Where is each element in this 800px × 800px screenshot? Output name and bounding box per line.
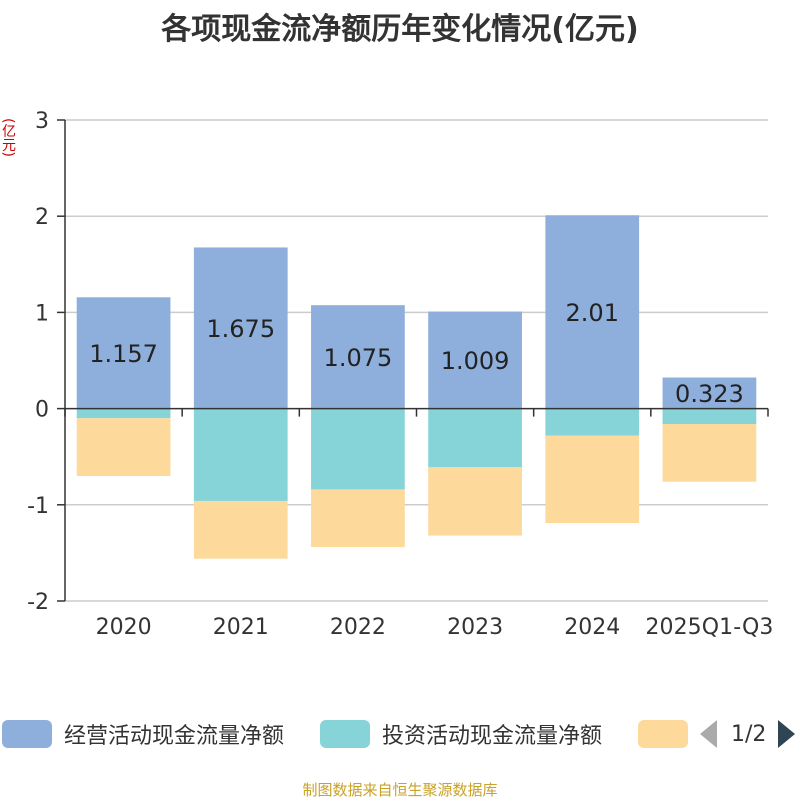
legend-swatch-investing [320, 720, 370, 748]
source-note: 制图数据来自恒生聚源数据库 [302, 781, 498, 799]
legend-label-investing: 投资活动现金流量净额 [382, 724, 603, 749]
y-tick-label: -1 [27, 494, 49, 519]
bar-value-label: 1.009 [441, 347, 510, 375]
y-tick-label: -2 [27, 590, 49, 615]
bar-operating[interactable] [662, 377, 757, 409]
y-tick-label: 2 [35, 205, 49, 230]
chart-title: 各项现金流净额历年变化情况(亿元) [161, 12, 639, 47]
bar-financing[interactable] [662, 423, 757, 482]
bar-value-label: 0.323 [675, 380, 744, 408]
legend-prev-page-icon[interactable] [700, 720, 717, 748]
legend-page-indicator: 1/2 [731, 721, 767, 747]
bar-financing[interactable] [311, 489, 405, 548]
y-tick-label: 0 [35, 398, 49, 423]
legend-item-investing[interactable]: 投资活动现金流量净额 [320, 716, 602, 752]
bar-operating[interactable] [545, 215, 640, 409]
bar-investing[interactable] [428, 408, 522, 468]
bar-operating[interactable] [193, 247, 288, 409]
bar-operating[interactable] [311, 305, 405, 409]
bar-investing[interactable] [311, 408, 405, 490]
bar-value-label: 1.075 [324, 344, 393, 372]
x-tick-label: 2022 [330, 615, 386, 640]
x-tick-label: 2020 [96, 615, 152, 640]
bar-operating[interactable] [428, 311, 522, 409]
bar-investing[interactable] [662, 408, 757, 424]
y-axis-unit-label: (亿元) [0, 118, 16, 157]
x-tick-label: 2024 [564, 615, 620, 640]
legend-item-financing[interactable] [638, 716, 688, 752]
y-tick-label: 3 [35, 109, 49, 134]
legend-next-page-icon[interactable] [778, 720, 796, 748]
bar-value-label: 2.01 [566, 299, 619, 327]
bar-financing[interactable] [545, 435, 640, 524]
bar-operating[interactable] [76, 297, 171, 409]
chart-plot: -2 -1 0 1 2 3 1.157 1.675 1.075 1.009 2.01 0.323 202… [27, 109, 773, 640]
bar-investing[interactable] [76, 408, 171, 419]
bar-financing[interactable] [76, 418, 171, 476]
x-tick-label: 2021 [213, 615, 269, 640]
legend-label-operating: 经营活动现金流量净额 [64, 724, 285, 749]
bar-financing[interactable] [193, 500, 288, 559]
x-tick-label: 2025Q1-Q3 [645, 615, 773, 640]
legend-pager: 1/2 [700, 716, 796, 752]
bar-financing[interactable] [428, 467, 522, 536]
legend-swatch-operating [2, 720, 52, 748]
bar-value-label: 1.675 [206, 315, 275, 343]
legend-swatch-financing [638, 720, 688, 748]
bar-investing[interactable] [193, 408, 288, 501]
y-tick-label: 1 [35, 301, 49, 326]
bar-value-label: 1.157 [89, 340, 158, 368]
legend-item-operating[interactable]: 经营活动现金流量净额 [2, 716, 284, 752]
bar-investing[interactable] [545, 408, 640, 436]
x-tick-label: 2023 [447, 615, 503, 640]
legend: 经营活动现金流量净额 投资活动现金流量净额 1/2 [0, 716, 800, 756]
